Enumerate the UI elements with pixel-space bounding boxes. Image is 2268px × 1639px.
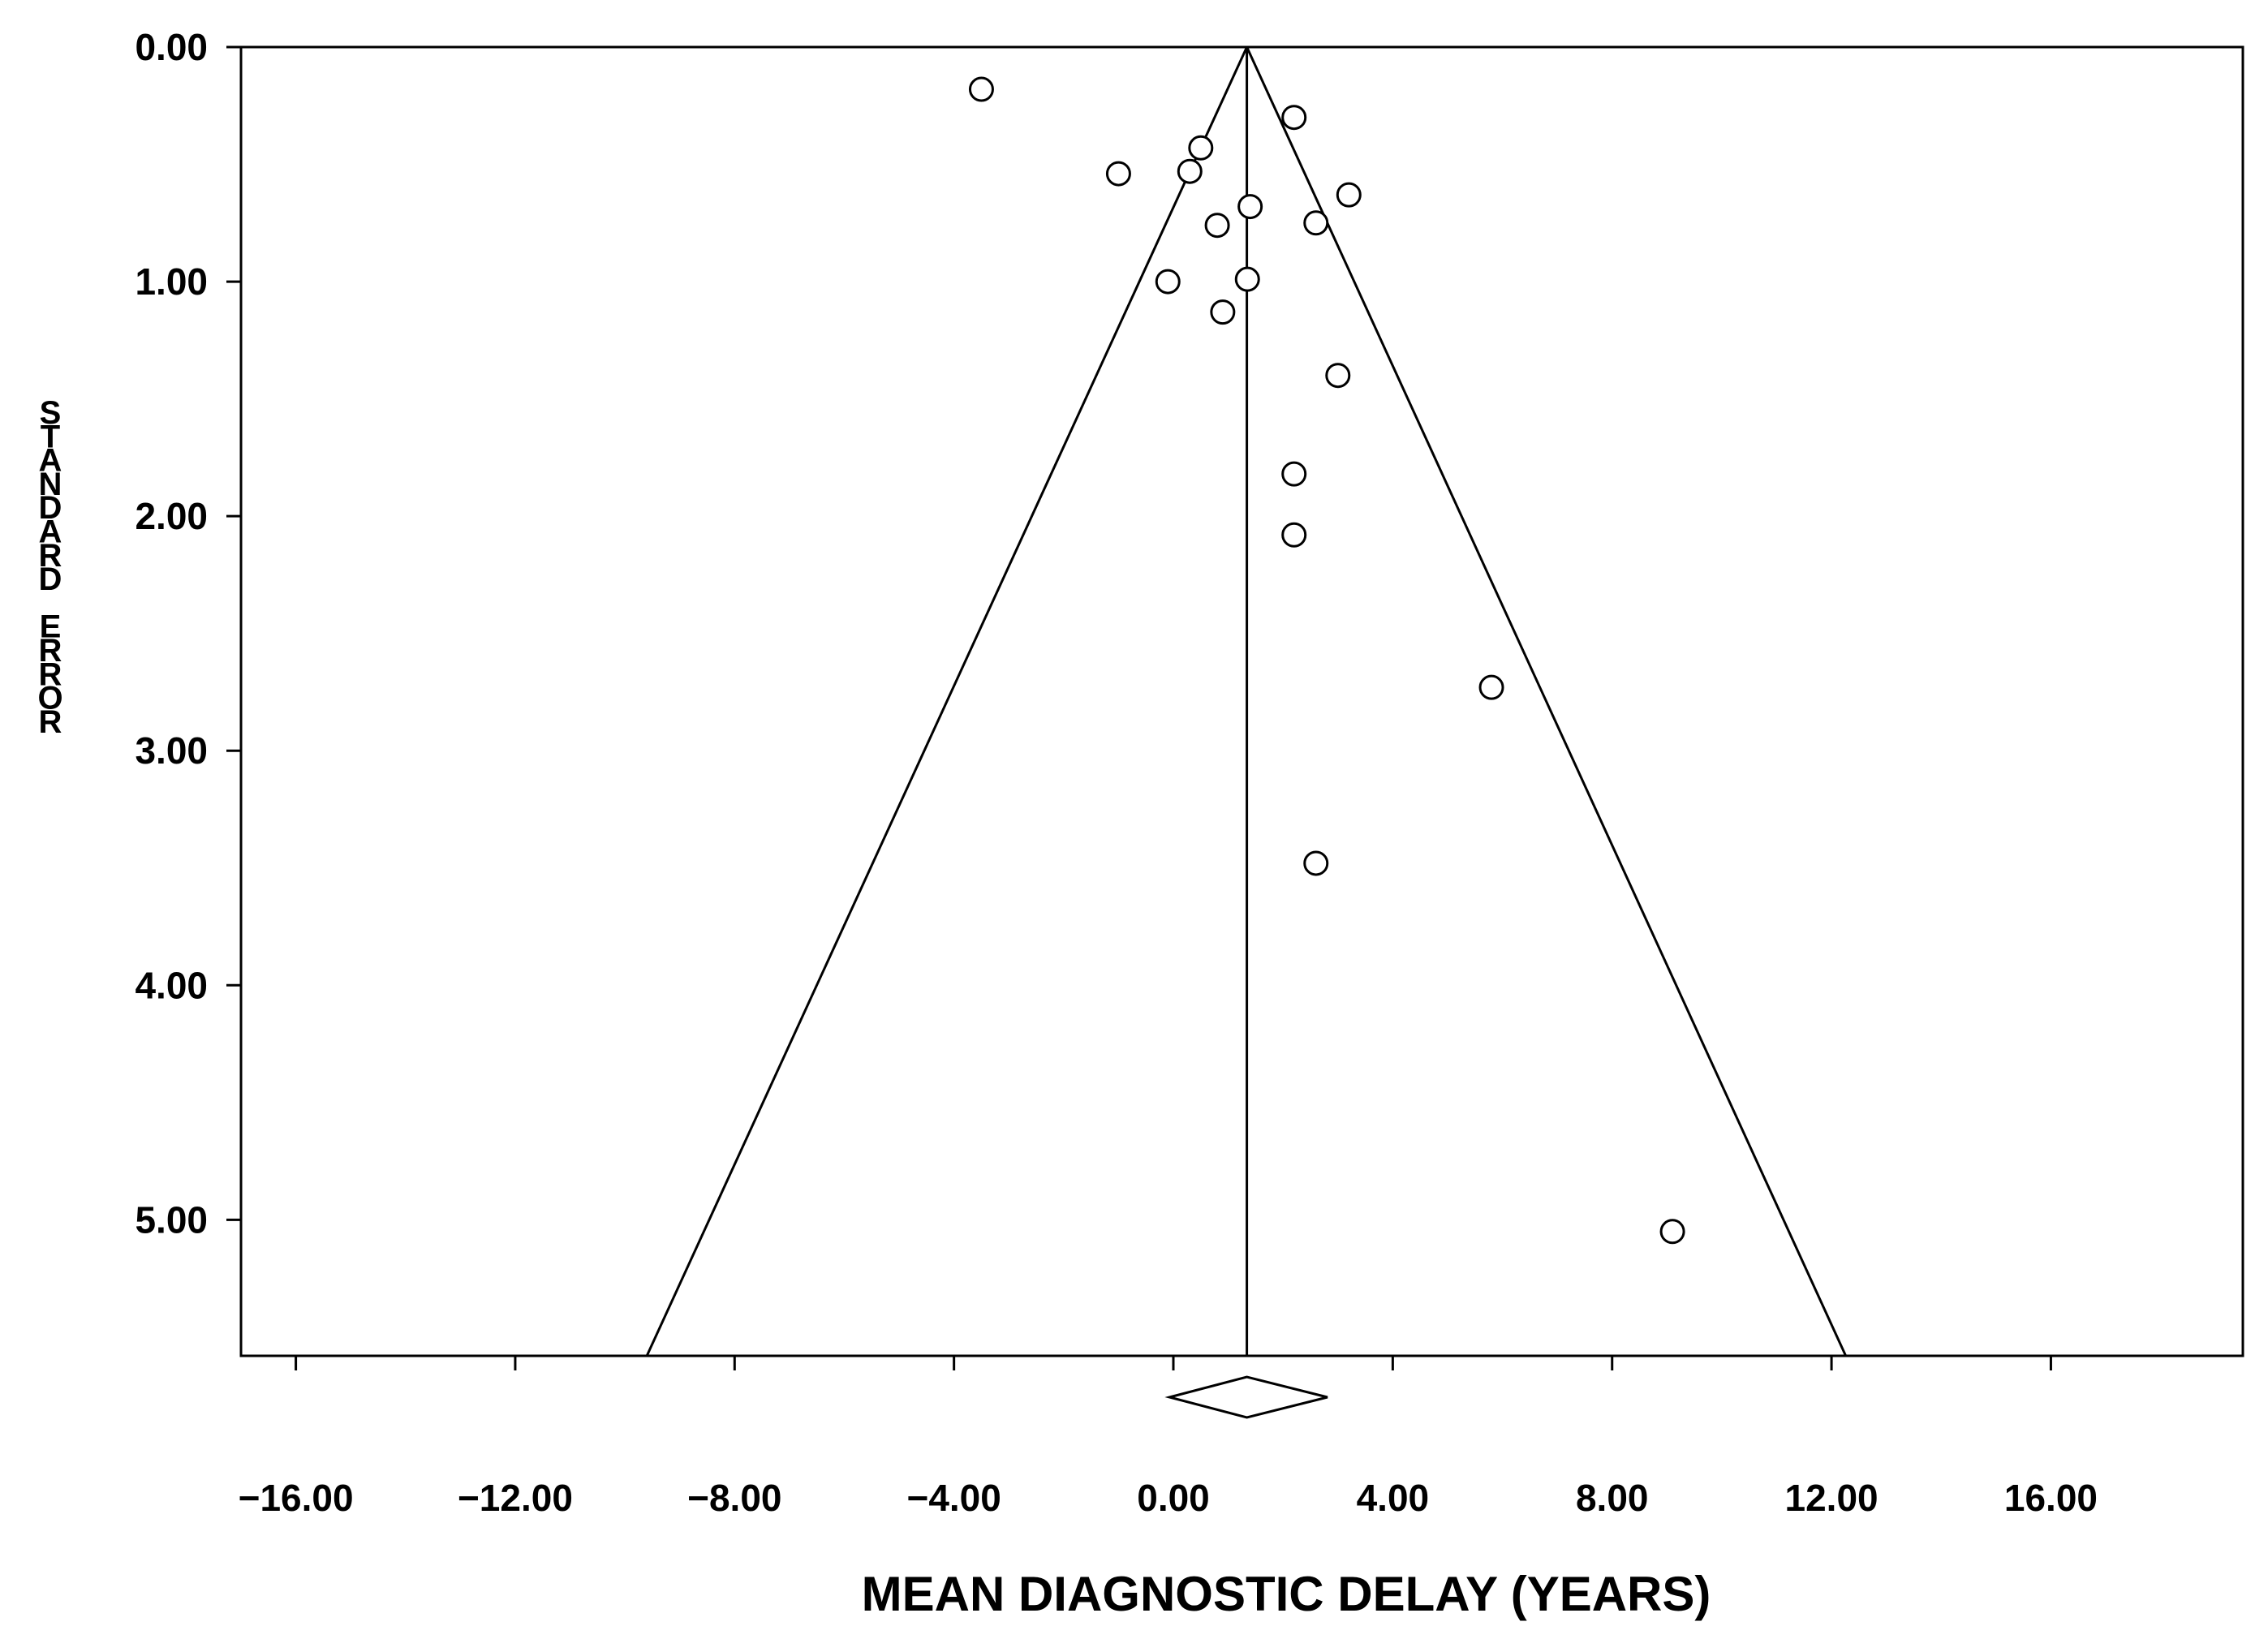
plot-frame bbox=[239, 45, 2244, 1357]
study-point bbox=[1155, 269, 1181, 295]
x-tick-label: 0.00 bbox=[1137, 1477, 1210, 1519]
points-layer bbox=[968, 76, 1685, 1245]
funnel-left-limit bbox=[645, 46, 1248, 1357]
study-point bbox=[1188, 135, 1214, 161]
study-point bbox=[1237, 194, 1263, 220]
study-point bbox=[1177, 158, 1203, 184]
study-point bbox=[1204, 213, 1230, 239]
x-tick-label: −12.00 bbox=[458, 1477, 573, 1519]
y-axis-title-letter: R bbox=[39, 704, 62, 740]
y-axis-title-letter: N bbox=[39, 467, 62, 502]
y-axis-title-letter: R bbox=[39, 656, 62, 692]
study-point bbox=[1303, 850, 1329, 876]
y-tick-label: 3.00 bbox=[135, 729, 208, 772]
x-tick-label: −8.00 bbox=[687, 1477, 781, 1519]
study-point bbox=[1325, 363, 1351, 389]
study-point bbox=[1210, 299, 1236, 325]
x-tick-label: 8.00 bbox=[1576, 1477, 1649, 1519]
study-point bbox=[1281, 461, 1307, 487]
y-axis-title-letter: D bbox=[39, 561, 62, 597]
x-axis-title: MEAN DIAGNOSTIC DELAY (YEARS) bbox=[862, 1567, 1711, 1621]
x-axis: −16.00 −12.00 −8.00 −4.00 0.00 4.00 8.00 12.00 1… bbox=[239, 1356, 2098, 1519]
study-point bbox=[1336, 182, 1362, 208]
summary-diamond bbox=[1164, 1375, 1328, 1419]
y-tick-label: 5.00 bbox=[135, 1198, 208, 1241]
y-axis-title-letter: D bbox=[39, 490, 62, 526]
y-axis-title-letter: A bbox=[39, 443, 62, 479]
study-point bbox=[968, 76, 994, 102]
y-axis-title-letter: O bbox=[37, 681, 62, 716]
y-axis-title-letter: T bbox=[41, 419, 60, 454]
x-tick-label: 16.00 bbox=[2004, 1477, 2098, 1519]
y-axis-title-letter: A bbox=[39, 514, 62, 550]
y-tick-label: 1.00 bbox=[135, 260, 208, 303]
y-tick-label: 4.00 bbox=[135, 964, 208, 1006]
y-axis-title-letter: S bbox=[40, 395, 62, 431]
summary-diamond-layer bbox=[1164, 1375, 1328, 1419]
study-point bbox=[1281, 105, 1307, 131]
study-point bbox=[1105, 161, 1131, 187]
y-axis: 0.00 1.00 2.00 3.00 4.00 5.00 bbox=[135, 26, 241, 1241]
study-point bbox=[1303, 210, 1329, 236]
funnel-right-limit bbox=[1246, 46, 1848, 1357]
x-tick-label: 12.00 bbox=[1785, 1477, 1879, 1519]
y-axis-title-letter: E bbox=[40, 609, 62, 645]
y-tick-label: 2.00 bbox=[135, 495, 208, 537]
study-point bbox=[1281, 522, 1307, 548]
y-axis-title-letter: R bbox=[39, 538, 62, 574]
study-point bbox=[1478, 674, 1504, 700]
x-tick-label: −4.00 bbox=[906, 1477, 1001, 1519]
study-point bbox=[1234, 266, 1260, 292]
x-tick-label: −16.00 bbox=[239, 1477, 354, 1519]
study-point bbox=[1659, 1219, 1685, 1245]
y-axis-title-letter: R bbox=[39, 633, 62, 669]
y-tick-label: 0.00 bbox=[135, 26, 208, 68]
x-tick-label: 4.00 bbox=[1357, 1477, 1430, 1519]
funnel-layer bbox=[645, 46, 1848, 1357]
